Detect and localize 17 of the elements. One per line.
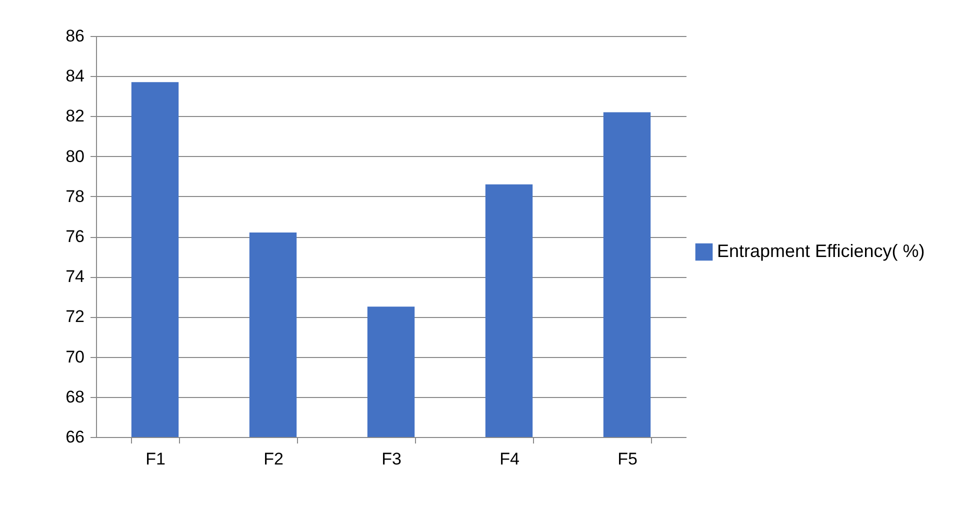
x-tick-label: F5 xyxy=(618,450,638,468)
y-tick-label: 74 xyxy=(66,267,84,286)
y-tick-label: 70 xyxy=(66,347,84,366)
y-tick-label: 86 xyxy=(66,26,84,46)
x-tick-label: F4 xyxy=(500,450,520,468)
y-tick-label: 84 xyxy=(66,66,84,86)
y-tick-label: 78 xyxy=(66,186,84,206)
y-tick-label: 80 xyxy=(66,146,84,166)
y-tick-label: 82 xyxy=(66,106,84,126)
x-tick-label: F2 xyxy=(264,450,284,468)
y-tick-label: 72 xyxy=(66,307,84,326)
y-tick-label: 66 xyxy=(66,428,84,446)
x-tick-label: F1 xyxy=(146,450,166,468)
x-tick-label: F3 xyxy=(382,450,402,468)
y-tick-label: 68 xyxy=(66,387,84,406)
y-tick-label: 76 xyxy=(66,227,84,246)
legend-label: Entrapment Efficiency( %) xyxy=(717,241,925,261)
